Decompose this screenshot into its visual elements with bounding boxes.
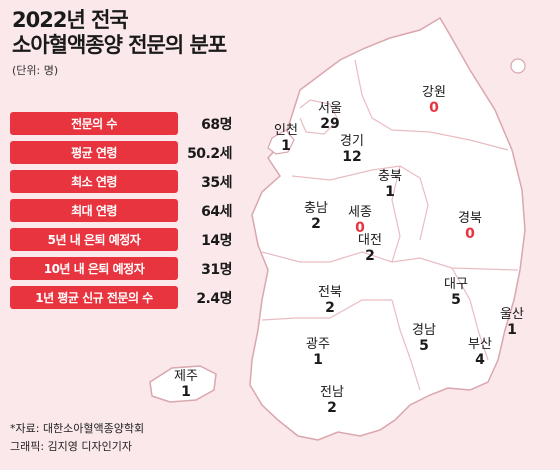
region-name: 충북 (378, 169, 402, 184)
stat-label: 전문의 수 (10, 112, 178, 135)
ulleung-island (510, 58, 526, 74)
stat-label: 최대 연령 (10, 199, 178, 222)
stat-value: 2.4명 (196, 290, 232, 307)
stat-label: 최소 연령 (10, 170, 178, 193)
region-count: 1 (313, 352, 323, 368)
region-count: 2 (365, 248, 375, 264)
region-name: 충남 (304, 201, 328, 216)
region-name: 제주 (174, 369, 198, 384)
region-count: 12 (342, 149, 361, 165)
stat-row: 최소 연령 35세 (10, 170, 233, 193)
stat-row: 5년 내 은퇴 예정자 14명 (10, 228, 233, 251)
region-count: 1 (181, 384, 191, 400)
region-name: 세종 (348, 205, 372, 220)
stat-value: 50.2세 (187, 145, 232, 162)
region-count: 0 (465, 226, 475, 242)
stat-label: 10년 내 은퇴 예정자 (10, 257, 178, 280)
region-name: 광주 (306, 337, 330, 352)
region-name: 경북 (458, 211, 482, 226)
stat-label: 1년 평균 신규 전문의 수 (10, 286, 178, 309)
region-count: 2 (327, 400, 337, 416)
stat-label: 5년 내 은퇴 예정자 (10, 228, 178, 251)
region-name: 경기 (340, 134, 364, 149)
region-name: 경남 (412, 323, 436, 338)
stat-value: 31명 (201, 261, 232, 278)
region-name: 대구 (444, 277, 468, 292)
title-line-1: 2022년 전국 (12, 8, 129, 32)
region-count: 1 (385, 184, 395, 200)
stat-row: 평균 연령 50.2세 (10, 141, 233, 164)
region-count: 2 (325, 300, 335, 316)
region-count: 5 (451, 292, 461, 308)
graphic-credit: 그래픽: 김지영 디자인기자 (10, 440, 133, 453)
stat-row: 1년 평균 신규 전문의 수 2.4명 (10, 286, 233, 309)
region-name: 전북 (318, 285, 342, 300)
region-name: 강원 (422, 85, 446, 100)
region-count: 0 (429, 100, 439, 116)
stat-row: 10년 내 은퇴 예정자 31명 (10, 257, 233, 280)
stats-panel: 전문의 수 68명 평균 연령 50.2세 최소 연령 35세 최대 연령 64세 5년… (10, 112, 233, 315)
stat-value: 68명 (201, 116, 232, 133)
stat-value: 64세 (201, 203, 232, 220)
stat-row: 전문의 수 68명 (10, 112, 233, 135)
region-count: 29 (320, 116, 339, 132)
mainland-shape (249, 16, 526, 441)
stat-row: 최대 연령 64세 (10, 199, 233, 222)
incheon-island (267, 129, 295, 155)
chart-title: 2022년 전국 소아혈액종양 전문의 분포 (12, 8, 227, 58)
region-count: 5 (419, 338, 429, 354)
region-name: 대전 (358, 233, 382, 248)
stat-label: 평균 연령 (10, 141, 178, 164)
unit-label: (단위: 명) (12, 64, 59, 77)
region-count: 1 (507, 322, 517, 338)
region-count: 1 (281, 138, 291, 154)
source-note: *자료: 대한소아혈액종양학회 (10, 422, 145, 435)
stat-value: 14명 (201, 232, 232, 249)
region-name: 인천 (274, 123, 298, 138)
region-name: 서울 (318, 101, 342, 116)
region-name: 전남 (320, 385, 344, 400)
stat-value: 35세 (201, 174, 232, 191)
region-name: 울산 (500, 307, 524, 322)
region-count: 2 (311, 216, 321, 232)
title-line-2: 소아혈액종양 전문의 분포 (12, 33, 227, 57)
region-count: 4 (475, 352, 485, 368)
jeju-island (149, 365, 217, 403)
region-name: 부산 (468, 337, 492, 352)
region-count: 0 (355, 220, 365, 236)
